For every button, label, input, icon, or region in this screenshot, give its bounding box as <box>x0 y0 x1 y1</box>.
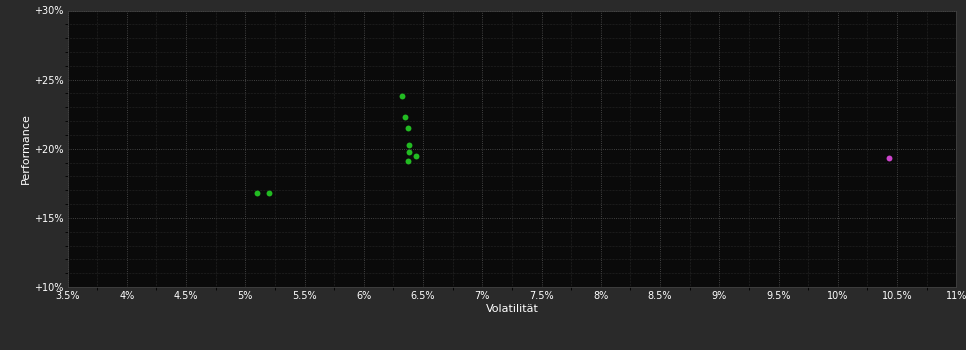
Y-axis label: Performance: Performance <box>21 113 31 184</box>
Point <box>262 190 277 196</box>
Point <box>401 149 416 154</box>
Point <box>400 159 415 164</box>
Point <box>394 93 410 99</box>
Point <box>881 156 896 161</box>
Point <box>409 153 424 159</box>
Point <box>400 125 415 131</box>
Point <box>401 142 416 147</box>
Point <box>249 190 265 196</box>
X-axis label: Volatilität: Volatilität <box>486 304 538 314</box>
Point <box>398 114 413 120</box>
